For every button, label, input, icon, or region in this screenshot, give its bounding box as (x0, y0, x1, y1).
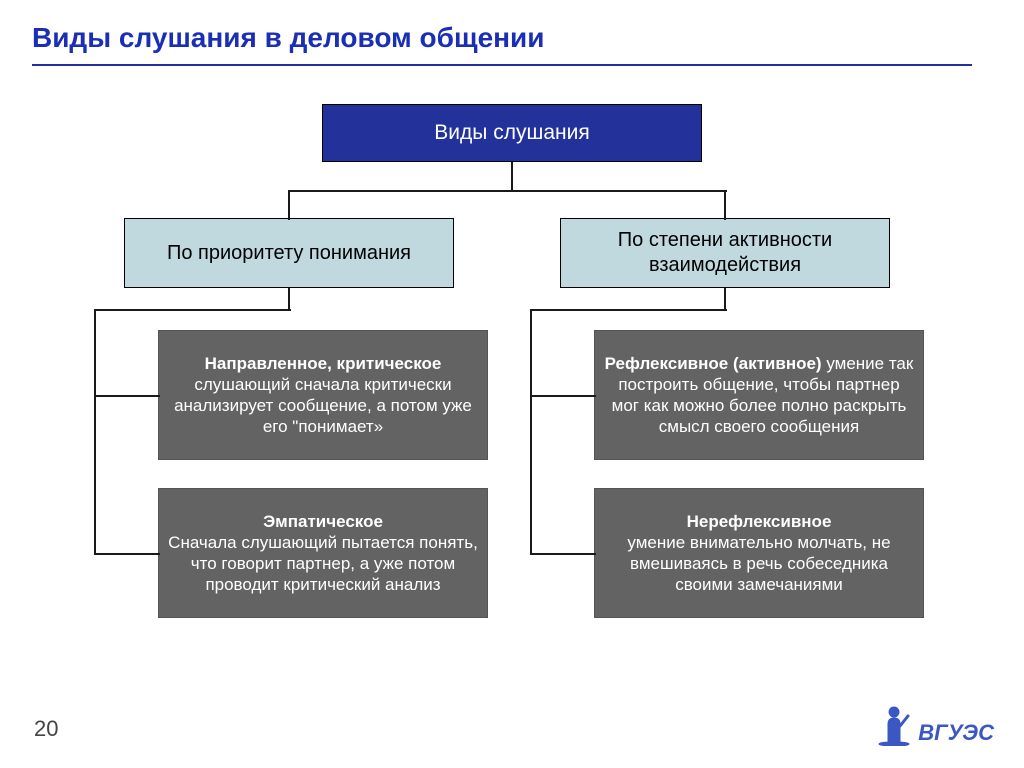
category-left-label: По приоритету понимания (167, 241, 411, 266)
title-underline (32, 64, 972, 66)
logo-figure-icon (878, 702, 912, 746)
leaf-left-2: Эмпатическое Сначала слушающий пытается … (158, 488, 488, 618)
leaf-right-2-text: Нерефлексивное умение внимательно молчат… (603, 511, 915, 596)
root-label: Виды слушания (434, 120, 589, 146)
leaf-left-1-text: Направленное, критическое слушающий снач… (167, 353, 479, 438)
slide-title: Виды слушания в деловом общении (32, 22, 544, 54)
leaf-left-1: Направленное, критическое слушающий снач… (158, 330, 488, 460)
leaf-right-1: Рефлексивное (активное) умение так постр… (594, 330, 924, 460)
root-node: Виды слушания (322, 104, 702, 162)
page-number: 20 (34, 716, 58, 742)
logo: ВГУЭС (878, 702, 994, 746)
logo-text: ВГУЭС (918, 720, 994, 746)
category-right-label: По степени активности взаимодействия (561, 228, 889, 278)
leaf-left-2-text: Эмпатическое Сначала слушающий пытается … (167, 511, 479, 596)
leaf-right-1-text: Рефлексивное (активное) умение так постр… (603, 353, 915, 438)
category-left: По приоритету понимания (124, 218, 454, 288)
leaf-right-2: Нерефлексивное умение внимательно молчат… (594, 488, 924, 618)
category-right: По степени активности взаимодействия (560, 218, 890, 288)
